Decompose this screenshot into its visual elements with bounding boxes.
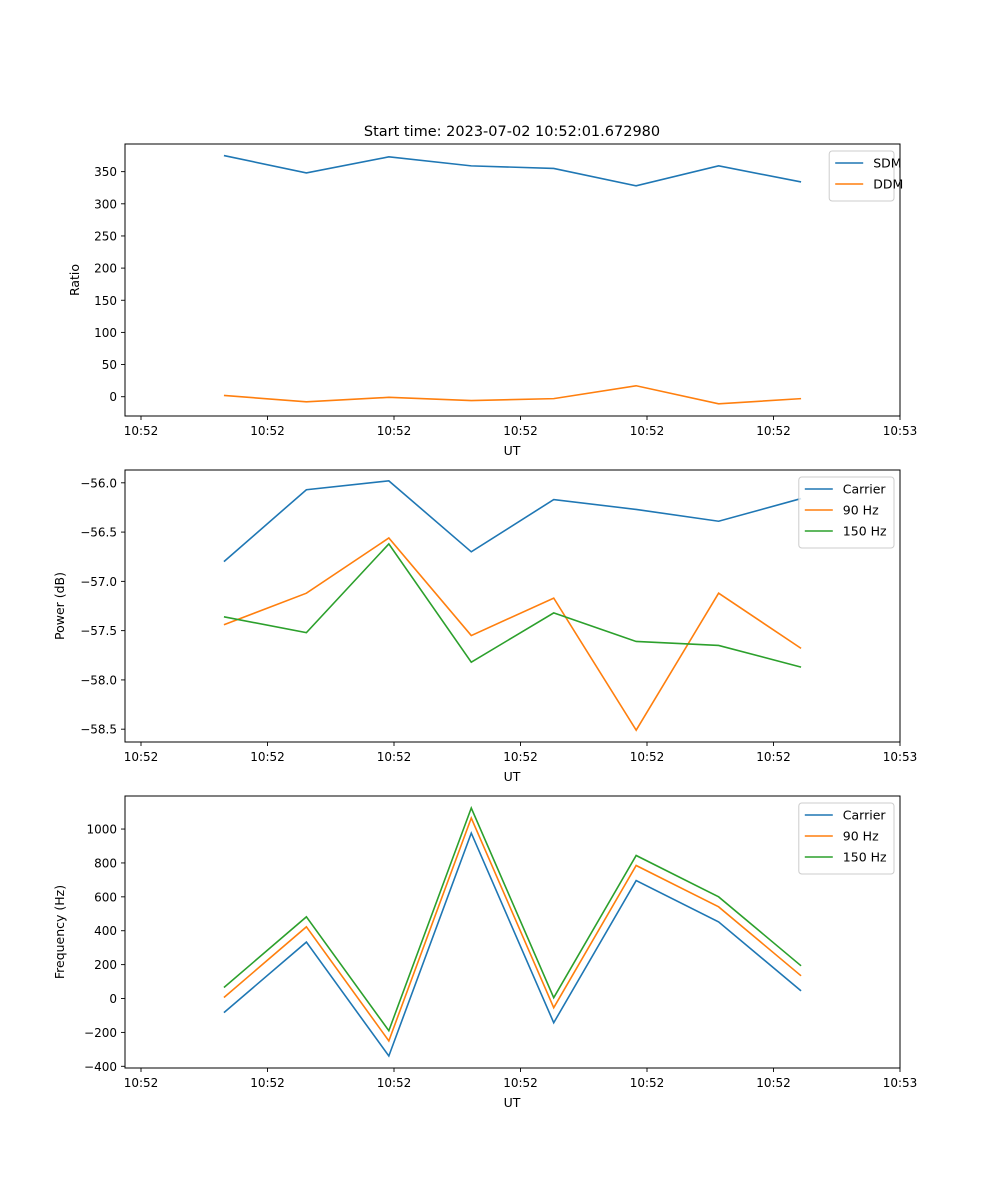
frequency-panel: 10:52 10:52 10:52 10:52 10:52 10:52 10:53 UT −40… xyxy=(52,795,918,1110)
ratio-panel: 10:52 10:52 10:52 10:52 10:52 10:52 10:53 UT 0 50… xyxy=(67,143,918,458)
x-tick-label: 10:52 xyxy=(250,424,285,438)
x-tick-label: 10:52 xyxy=(630,750,665,764)
legend-label-sdm: SDM xyxy=(873,156,901,171)
x-tick-label: 10:52 xyxy=(503,750,538,764)
y-tick-label: 50 xyxy=(102,358,117,372)
x-tick-label: 10:53 xyxy=(883,424,918,438)
y-axis-label: Frequency (Hz) xyxy=(52,885,67,979)
x-tick-label: 10:52 xyxy=(124,1076,159,1090)
legend: Carrier 90 Hz 150 Hz xyxy=(798,802,895,875)
x-tick-label: 10:52 xyxy=(250,1076,285,1090)
legend: Carrier 90 Hz 150 Hz xyxy=(798,476,895,549)
x-tick-label: 10:52 xyxy=(124,424,159,438)
y-tick-label: −58.0 xyxy=(80,673,117,687)
axes-frame xyxy=(124,143,901,417)
y-tick-label: 250 xyxy=(94,229,117,243)
series-line-150-hz xyxy=(223,805,802,1033)
axes-frame xyxy=(124,795,901,1069)
x-tick-label: 10:52 xyxy=(503,1076,538,1090)
y-tick-label: 1000 xyxy=(86,823,117,837)
series-line-150-hz xyxy=(223,542,802,668)
legend-label-ddm: DDM xyxy=(873,177,903,192)
series-line-90-hz xyxy=(223,815,802,1043)
legend-label-90-hz: 90 Hz xyxy=(843,503,879,518)
legend: SDM DDM xyxy=(828,150,903,202)
x-axis-label: UT xyxy=(504,443,521,458)
y-tick-label: 600 xyxy=(94,890,117,904)
plot-area xyxy=(125,144,900,416)
y-axis-label: Power (dB) xyxy=(52,572,67,640)
y-tick-label: −56.5 xyxy=(80,526,117,540)
plot-area xyxy=(125,796,900,1068)
y-axis-label: Ratio xyxy=(67,264,82,296)
series-line-90-hz xyxy=(223,536,802,732)
y-tick-label: −400 xyxy=(84,1060,117,1074)
y-tick-label: 0 xyxy=(109,390,117,404)
x-axis-label: UT xyxy=(504,769,521,784)
x-tick-label: 10:53 xyxy=(883,750,918,764)
x-tick-label: 10:52 xyxy=(377,424,412,438)
y-tick-label: 400 xyxy=(94,924,117,938)
series-line-carrier xyxy=(223,480,802,563)
x-tick-label: 10:52 xyxy=(250,750,285,764)
x-axis-label: UT xyxy=(504,1095,521,1110)
y-tick-label: −58.5 xyxy=(80,723,117,737)
x-tick-label: 10:53 xyxy=(883,1076,918,1090)
plot-area xyxy=(125,470,900,742)
x-tick-label: 10:52 xyxy=(124,750,159,764)
series-line-ddm xyxy=(223,384,802,405)
x-tick-label: 10:52 xyxy=(377,1076,412,1090)
y-tick-label: −57.0 xyxy=(80,575,117,589)
x-tick-label: 10:52 xyxy=(756,424,791,438)
legend-label-carrier: Carrier xyxy=(843,482,887,497)
x-tick-label: 10:52 xyxy=(630,1076,665,1090)
power-panel: 10:52 10:52 10:52 10:52 10:52 10:52 10:53 UT −58… xyxy=(52,469,918,784)
axes-frame xyxy=(124,469,901,743)
y-tick-label: −57.5 xyxy=(80,624,117,638)
x-tick-label: 10:52 xyxy=(630,424,665,438)
y-tick-label: 100 xyxy=(94,326,117,340)
x-tick-label: 10:52 xyxy=(756,1076,791,1090)
x-tick-label: 10:52 xyxy=(503,424,538,438)
legend-label-150-hz: 150 Hz xyxy=(843,524,887,539)
series-line-sdm xyxy=(223,154,802,187)
legend-label-150-hz: 150 Hz xyxy=(843,850,887,865)
y-tick-label: 200 xyxy=(94,958,117,972)
y-tick-label: 300 xyxy=(94,197,117,211)
y-tick-label: 800 xyxy=(94,856,117,870)
legend-label-carrier: Carrier xyxy=(843,808,887,823)
figure-title: Start time: 2023-07-02 10:52:01.672980 xyxy=(364,124,660,140)
x-tick-label: 10:52 xyxy=(377,750,412,764)
legend-label-90-hz: 90 Hz xyxy=(843,829,879,844)
y-tick-label: −56.0 xyxy=(80,476,117,490)
x-tick-label: 10:52 xyxy=(756,750,791,764)
y-tick-label: 150 xyxy=(94,294,117,308)
series-line-carrier xyxy=(223,830,802,1058)
y-tick-label: 0 xyxy=(109,992,117,1006)
y-tick-label: 200 xyxy=(94,262,117,276)
y-tick-label: −200 xyxy=(84,1026,117,1040)
y-tick-label: 350 xyxy=(94,165,117,179)
